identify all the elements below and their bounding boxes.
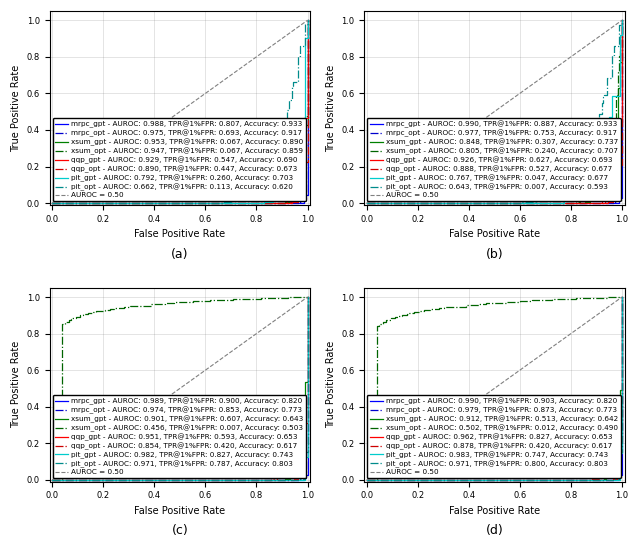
Y-axis label: True Positive Rate: True Positive Rate — [11, 341, 21, 429]
Text: (b): (b) — [486, 248, 503, 260]
Text: (d): (d) — [485, 524, 503, 538]
Y-axis label: True Positive Rate: True Positive Rate — [326, 64, 335, 152]
Text: (a): (a) — [171, 248, 189, 260]
Text: (c): (c) — [172, 524, 188, 538]
X-axis label: False Positive Rate: False Positive Rate — [449, 506, 540, 516]
Legend: mrpc_gpt - AUROC: 0.990, TPR@1%FPR: 0.903, Accuracy: 0.820, mrpc_opt - AUROC: 0.: mrpc_gpt - AUROC: 0.990, TPR@1%FPR: 0.90… — [367, 395, 621, 478]
X-axis label: False Positive Rate: False Positive Rate — [134, 506, 225, 516]
Legend: mrpc_gpt - AUROC: 0.988, TPR@1%FPR: 0.807, Accuracy: 0.933, mrpc_opt - AUROC: 0.: mrpc_gpt - AUROC: 0.988, TPR@1%FPR: 0.80… — [52, 118, 307, 201]
X-axis label: False Positive Rate: False Positive Rate — [449, 229, 540, 239]
Legend: mrpc_gpt - AUROC: 0.990, TPR@1%FPR: 0.887, Accuracy: 0.933, mrpc_opt - AUROC: 0.: mrpc_gpt - AUROC: 0.990, TPR@1%FPR: 0.88… — [367, 118, 621, 201]
Legend: mrpc_gpt - AUROC: 0.989, TPR@1%FPR: 0.900, Accuracy: 0.820, mrpc_opt - AUROC: 0.: mrpc_gpt - AUROC: 0.989, TPR@1%FPR: 0.90… — [52, 395, 307, 478]
Y-axis label: True Positive Rate: True Positive Rate — [11, 64, 21, 152]
Y-axis label: True Positive Rate: True Positive Rate — [326, 341, 335, 429]
X-axis label: False Positive Rate: False Positive Rate — [134, 229, 225, 239]
